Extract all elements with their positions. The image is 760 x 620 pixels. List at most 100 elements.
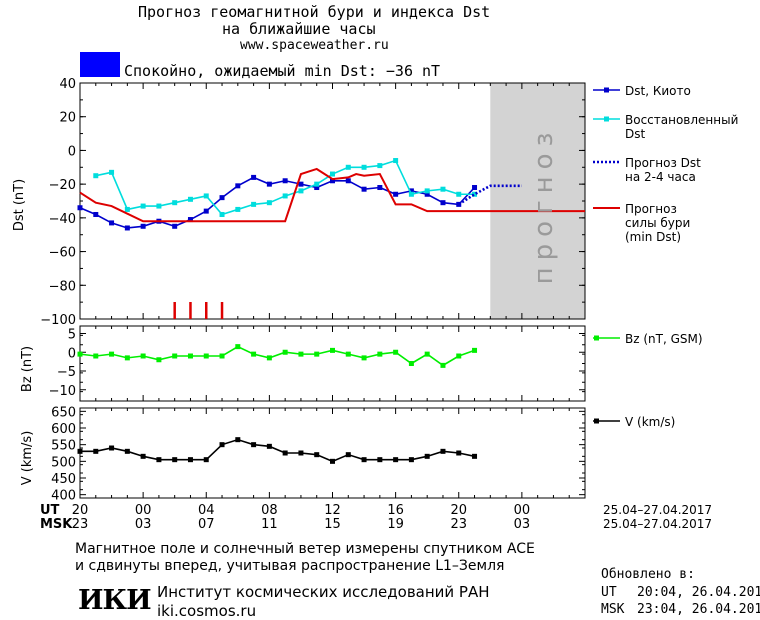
msk-tick-label: 03 [514,517,531,532]
data-point [456,450,462,456]
data-point [235,344,241,350]
legend-dst-forecast: Прогноз Dst [625,156,701,170]
data-point [298,450,304,456]
ut-tick-label: 20 [450,503,467,518]
y-tick-label: 0 [68,346,76,361]
data-point [109,220,115,226]
y-tick-label: −20 [49,178,76,193]
data-point [314,452,320,458]
data-point [266,355,272,361]
y-tick-label: 0 [68,144,76,159]
ut-tick-label: 08 [261,503,278,518]
y-tick-label: −80 [49,279,76,294]
y-tick-label: 5 [68,328,76,343]
data-point [408,191,414,197]
y-tick-label: −5 [57,365,76,380]
status-text: Спокойно, ожидаемый min Dst: −36 nT [124,62,441,80]
data-point [408,457,414,463]
msk-tick-label: 23 [450,517,467,532]
data-point [156,357,162,363]
msk-tick-label: 19 [387,517,404,532]
v-axis-label: V (km/s) [20,431,35,486]
data-point [314,185,320,191]
y-tick-label: 450 [51,472,76,487]
data-point [124,225,130,231]
legend-dst-restored-marker [604,116,609,122]
data-point [266,200,272,206]
updated-msk: 23:04, 26.04.2017 [637,602,760,617]
data-point [472,185,478,191]
status-color-box [80,52,120,77]
data-point [330,178,335,184]
ut-row-label: UT [40,503,60,518]
data-point [109,169,115,175]
data-point [219,442,225,448]
legend-dst-restored: Восстановленный [625,113,738,127]
data-point [172,457,178,463]
data-point [345,351,351,357]
data-point [93,448,99,454]
data-point [361,355,367,361]
legend-dst-kyoto-marker [604,87,609,93]
ut-tick-label: 04 [198,503,215,518]
ut-tick-label: 00 [135,503,152,518]
data-point [77,205,83,211]
site-url: www.spaceweather.ru [240,38,389,53]
data-point [314,181,320,187]
data-point [377,163,383,169]
legend-dst-kyoto: Dst, Киото [625,84,691,98]
data-point [330,171,335,177]
data-point [266,181,272,187]
y-tick-label: 20 [59,111,76,126]
data-point [361,164,367,170]
y-tick-label: 650 [51,405,76,420]
data-point [203,353,209,359]
data-point [440,200,446,206]
data-point [251,201,257,207]
data-point [345,164,351,170]
ut-date-range: 25.04–27.04.2017 [603,503,712,517]
data-point [251,351,257,357]
ut-tick-label: 00 [514,503,531,518]
legend-bz: Bz (nT, GSM) [625,332,703,346]
data-point [393,191,399,197]
legend-storm-forecast: Прогноз [625,202,677,216]
data-point [345,452,351,458]
series-line-2-0 [80,438,475,463]
y-tick-label: 40 [59,77,76,92]
data-point [235,183,241,189]
legend: Dst, Киото Восстановленный Прогноз Dst П… [593,84,738,429]
data-point [440,362,446,368]
data-point [361,186,367,192]
legend-bz-marker [594,335,599,341]
data-point [298,351,304,357]
msk-tick-label: 03 [135,517,152,532]
y-tick-label: 500 [51,455,76,470]
panel-frame-1 [79,325,586,402]
data-point [424,191,430,197]
chart-title-line1: Прогноз геомагнитной бури и индекса Dst [138,3,491,21]
data-point [203,193,209,199]
updated-label: Обновлено в: [601,567,695,582]
forecast-zone-label: прогноз [529,126,559,285]
institute-site: iki.cosmos.ru [157,602,257,620]
legend-v: V (km/s) [625,415,675,429]
data-point [219,195,225,201]
series-line-0-3 [79,167,585,223]
data-point [377,185,383,191]
data-point [282,349,288,355]
data-point [330,347,335,353]
series-line-1-0 [79,345,475,367]
updated-msk-label: MSK [601,602,625,617]
series-line-0-2 [458,184,522,206]
data-point [93,211,99,217]
data-point [172,200,178,206]
data-point [109,445,115,451]
updated-ut-label: UT [601,585,617,600]
dst-axis-label: Dst (nT) [12,179,27,231]
legend-storm-forecast-line3: (min Dst) [625,230,681,244]
y-tick-label: 600 [51,422,76,437]
data-point [219,353,225,359]
data-point [251,442,257,448]
